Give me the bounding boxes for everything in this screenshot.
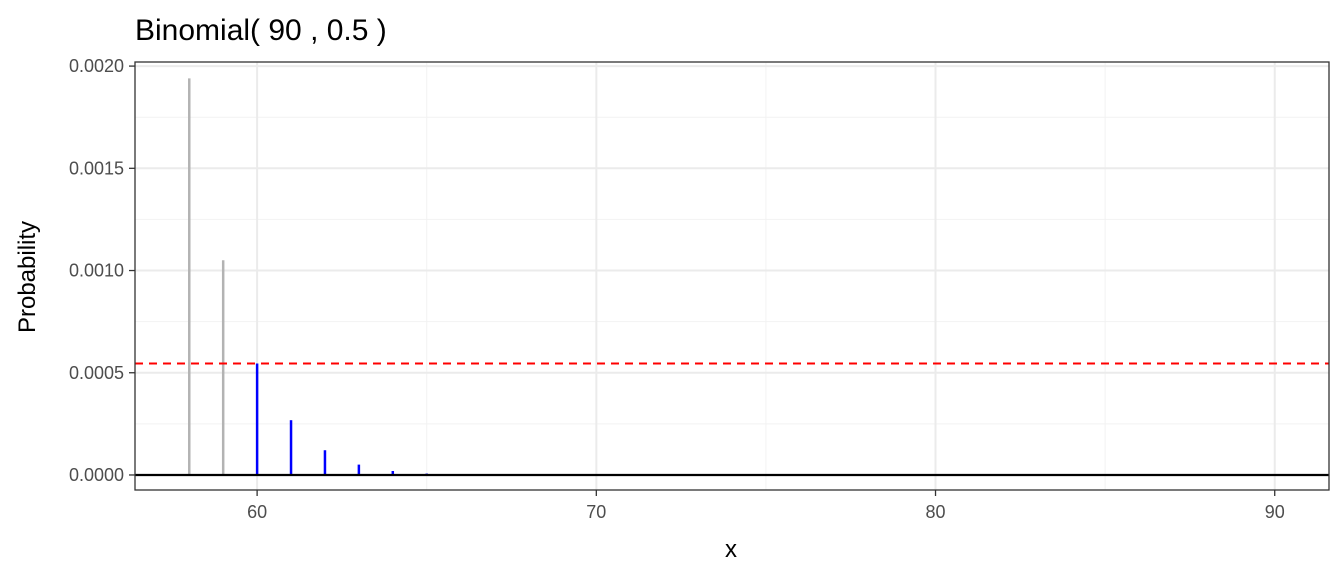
y-tick-label: 0.0010 (69, 261, 124, 281)
y-tick-label: 0.0000 (69, 465, 124, 485)
bars (188, 78, 428, 475)
x-tick-label: 80 (926, 502, 946, 522)
y-axis-title: Probability (14, 221, 41, 333)
grid-minor (135, 62, 1329, 490)
panel-background (135, 62, 1329, 490)
chart-title: Binomial( 90 , 0.5 ) (135, 14, 387, 47)
x-axis-title: x (725, 536, 737, 563)
x-tick-label: 70 (586, 502, 606, 522)
x-tick-label: 60 (247, 502, 267, 522)
x-axis: 60 70 80 90 (247, 490, 1285, 522)
panel-border (134, 61, 1330, 491)
y-tick-label: 0.0020 (69, 56, 124, 76)
y-axis: 0.0000 0.0005 0.0010 0.0015 0.0020 (69, 56, 135, 485)
plot-panel (134, 61, 1330, 491)
y-tick-label: 0.0015 (69, 158, 124, 178)
x-tick-label: 90 (1265, 502, 1285, 522)
y-tick-label: 0.0005 (69, 363, 124, 383)
